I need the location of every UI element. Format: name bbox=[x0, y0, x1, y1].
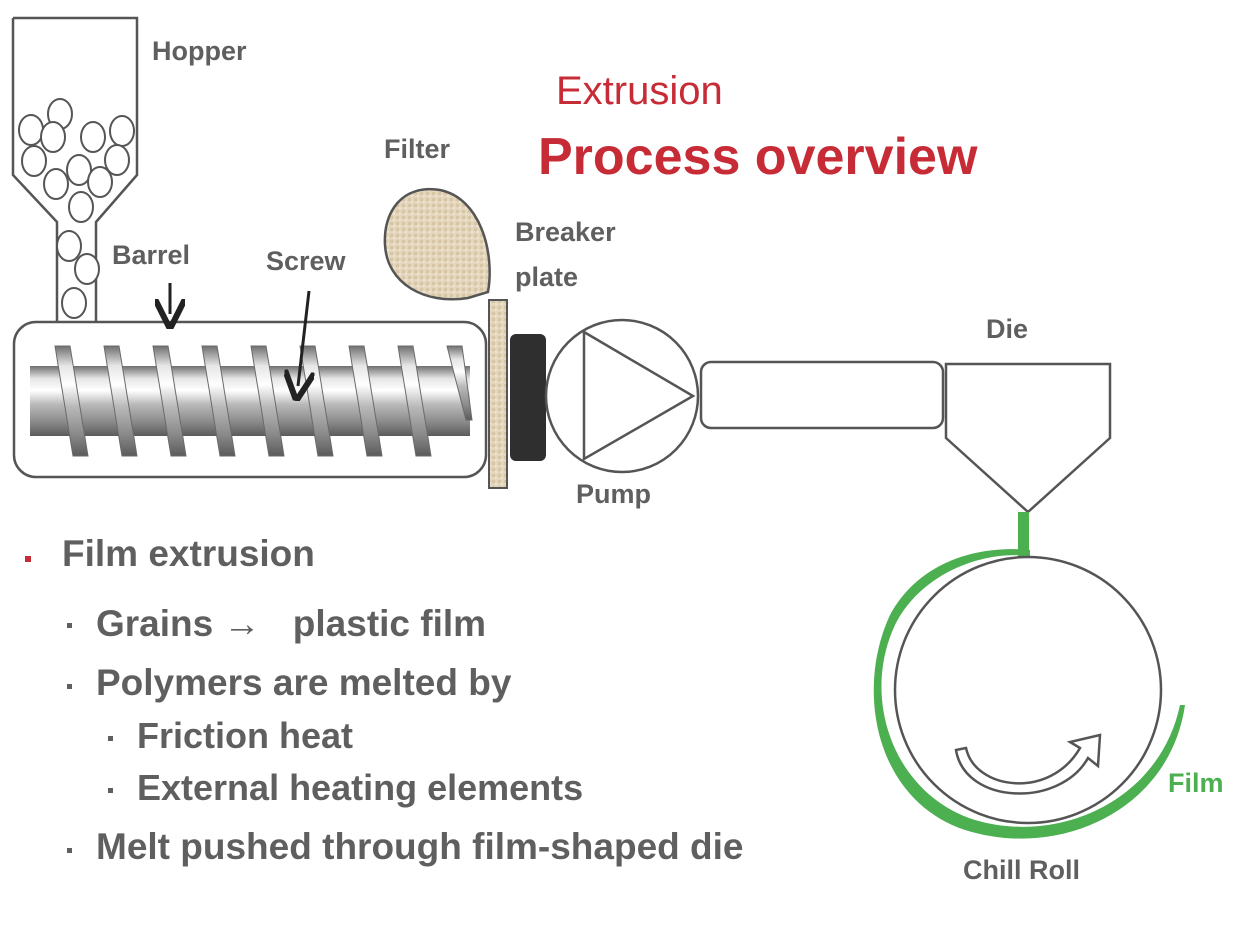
film-label: Film bbox=[1168, 768, 1224, 798]
arrow-glyph: → bbox=[223, 603, 261, 644]
screw-pointer-arrow bbox=[298, 290, 309, 386]
bullet-marker bbox=[67, 623, 72, 628]
barrel-label: Barrel bbox=[112, 240, 190, 270]
barrel bbox=[12, 320, 488, 479]
bullet-marker bbox=[108, 788, 113, 793]
bullet-list: Film extrusion Grains → plastic film Pol… bbox=[25, 533, 744, 867]
bullet-marker bbox=[67, 684, 72, 689]
breaker-plate bbox=[488, 299, 546, 489]
bullet-film-extrusion: Film extrusion bbox=[62, 533, 315, 574]
bullet-polymers: Polymers are melted by bbox=[96, 662, 512, 703]
bullet-melt-pushed: Melt pushed through film-shaped die bbox=[96, 826, 744, 867]
hopper-label: Hopper bbox=[152, 36, 247, 66]
screw bbox=[30, 345, 473, 457]
bullet-grains: Grains → plastic film bbox=[96, 603, 486, 645]
rotation-arrow bbox=[954, 733, 1102, 795]
transfer-pipe bbox=[699, 360, 945, 430]
title-large: Process overview bbox=[538, 128, 978, 186]
bullet-marker-red bbox=[25, 556, 31, 562]
pump-label: Pump bbox=[576, 479, 651, 509]
hopper bbox=[11, 16, 139, 322]
film-strand bbox=[1018, 512, 1029, 558]
title-small: Extrusion bbox=[556, 69, 723, 113]
plastic-film-text: plastic film bbox=[292, 603, 487, 644]
bullet-friction-heat: Friction heat bbox=[137, 715, 354, 756]
filter bbox=[383, 187, 491, 301]
breaker-plate-label-line2: plate bbox=[515, 262, 578, 292]
bullet-marker bbox=[108, 736, 113, 741]
grains-text: Grains bbox=[96, 603, 214, 644]
breaker-plate-label-line1: Breaker bbox=[515, 217, 616, 247]
bullet-external-heating: External heating elements bbox=[137, 767, 584, 808]
die bbox=[944, 362, 1112, 514]
chill-roll bbox=[873, 549, 1185, 839]
filter-label: Filter bbox=[384, 134, 451, 164]
die-label: Die bbox=[986, 314, 1028, 344]
hopper-grains bbox=[18, 98, 135, 319]
chill-roll-label: Chill Roll bbox=[963, 855, 1080, 885]
pump bbox=[544, 318, 700, 474]
screw-label: Screw bbox=[266, 246, 347, 276]
bullet-marker bbox=[67, 848, 72, 853]
